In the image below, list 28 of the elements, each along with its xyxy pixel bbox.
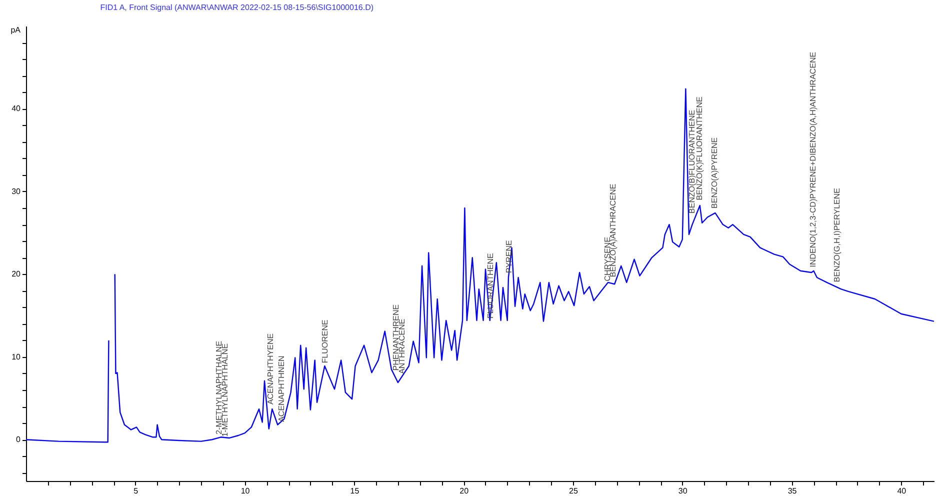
annotation: FLUORENE <box>320 320 330 364</box>
annotation: BENZO(A)PYRENE <box>710 137 720 208</box>
annotation: INDENO(1,2,3-CD)PYRENE+DIBENZO(A,H)ANTHRACENE <box>808 52 818 268</box>
annotation: ANTHRACENE <box>397 318 406 374</box>
x-tick-label: 20 <box>460 486 470 496</box>
annotation: PYRENE <box>504 240 514 274</box>
x-tick-label: 40 <box>897 486 907 496</box>
annotation: FLUORANTHENE <box>486 253 495 319</box>
y-axis-title: pA <box>10 26 22 34</box>
annotation: BENZO(B)FLUORANTHENE <box>687 110 696 214</box>
x-tick-label: 35 <box>788 486 798 496</box>
annotation: ACENAPHTHNEN <box>276 355 286 422</box>
annotation: ACENAPHTHYENE <box>266 333 276 405</box>
x-tick-label: 30 <box>678 486 688 496</box>
x-tick-label: 10 <box>240 486 250 496</box>
y-tick-label: 20 <box>12 270 22 279</box>
y-tick-label: 30 <box>12 186 22 196</box>
annotation: 2-METHYLNAPHTHALNE <box>214 340 224 434</box>
y-tick-label: 0 <box>16 435 22 444</box>
chart-title: FID1 A, Front Signal (ANWAR\ANWAR 2022-02-15 08-15-56\SIG1000016.D) <box>100 3 374 12</box>
x-tick-label: 5 <box>134 486 139 496</box>
x-tick-label: 25 <box>569 486 578 496</box>
y-tick-label: 40 <box>12 104 22 114</box>
annotation: BENZO(K)FLUORANTHENE <box>694 96 704 200</box>
annotation: 1-METHYLNAPHTHALNE <box>220 343 230 437</box>
annotation: BENZO(G,H,I)PERYLENE <box>832 188 842 282</box>
x-tick-label: 15 <box>350 486 360 496</box>
y-tick-label: 10 <box>12 352 22 362</box>
